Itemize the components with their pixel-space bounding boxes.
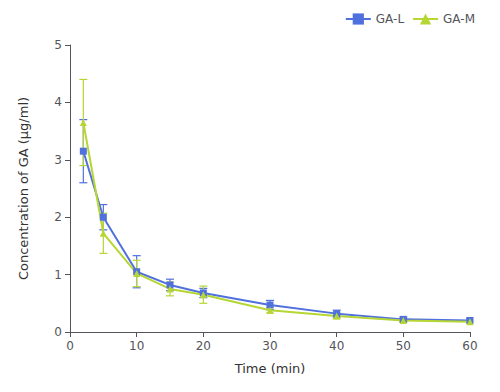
- svg-text:50: 50: [396, 339, 411, 353]
- svg-text:30: 30: [262, 339, 277, 353]
- svg-text:5: 5: [54, 38, 62, 52]
- svg-text:40: 40: [329, 339, 344, 353]
- svg-text:GA-M: GA-M: [443, 12, 475, 26]
- svg-text:0: 0: [66, 339, 74, 353]
- svg-text:GA-L: GA-L: [376, 12, 405, 26]
- svg-text:0: 0: [54, 325, 62, 339]
- svg-text:Time (min): Time (min): [234, 361, 306, 376]
- svg-text:2: 2: [54, 210, 62, 224]
- svg-text:10: 10: [129, 339, 144, 353]
- svg-text:1: 1: [54, 268, 62, 282]
- svg-text:3: 3: [54, 153, 62, 167]
- svg-text:20: 20: [196, 339, 211, 353]
- svg-text:4: 4: [54, 95, 62, 109]
- svg-text:Concentration of GA (μg/ml): Concentration of GA (μg/ml): [16, 97, 31, 280]
- svg-text:60: 60: [462, 339, 477, 353]
